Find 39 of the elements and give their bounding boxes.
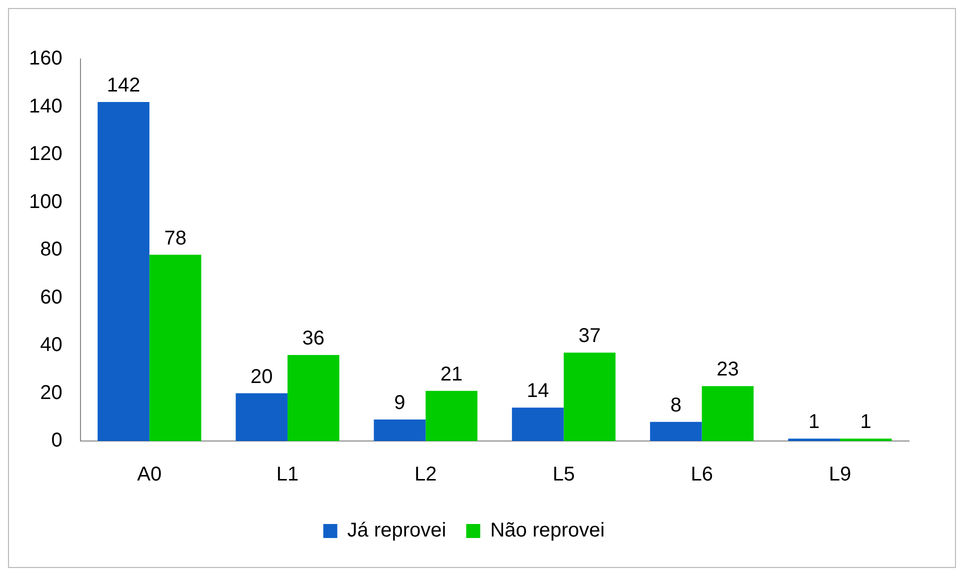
data-label: 36	[302, 328, 325, 350]
y-tick-label: 60	[40, 286, 62, 308]
x-tick-label: L6	[690, 464, 713, 486]
data-label: 1	[808, 411, 820, 434]
x-tick-label: A0	[137, 464, 162, 486]
data-label: 9	[394, 392, 406, 414]
x-tick-label: L5	[552, 464, 575, 486]
data-label: 23	[716, 358, 739, 381]
data-label: 14	[526, 380, 549, 402]
bar	[650, 422, 702, 441]
y-tick-label: 0	[51, 430, 62, 452]
data-label: 1	[860, 411, 872, 434]
x-tick-label: L9	[828, 464, 852, 486]
bar	[236, 393, 288, 441]
data-label: 78	[164, 227, 186, 250]
y-tick-label: 40	[40, 334, 62, 356]
x-tick-label: L2	[414, 464, 437, 486]
legend-label: Não reprovei	[490, 520, 605, 542]
legend-label: Já reprovei	[347, 520, 446, 542]
y-tick-label: 20	[40, 382, 62, 404]
y-tick-label: 140	[28, 95, 62, 118]
y-tick-label: 80	[40, 238, 62, 261]
bar	[149, 254, 202, 441]
data-label: 20	[250, 366, 273, 388]
y-tick-label: 100	[28, 190, 62, 213]
bar	[512, 408, 564, 441]
data-label: 8	[670, 394, 682, 416]
bar	[702, 386, 754, 441]
x-tick-label: L1	[276, 464, 299, 486]
bar	[288, 355, 340, 441]
bar	[98, 102, 150, 441]
bar	[426, 390, 478, 441]
y-tick-label: 120	[28, 143, 62, 166]
bar	[564, 352, 616, 441]
data-label: 142	[106, 74, 140, 96]
data-label: 37	[578, 325, 601, 348]
bar	[374, 420, 426, 441]
data-label: 21	[440, 363, 463, 386]
y-tick-label: 160	[28, 48, 62, 70]
